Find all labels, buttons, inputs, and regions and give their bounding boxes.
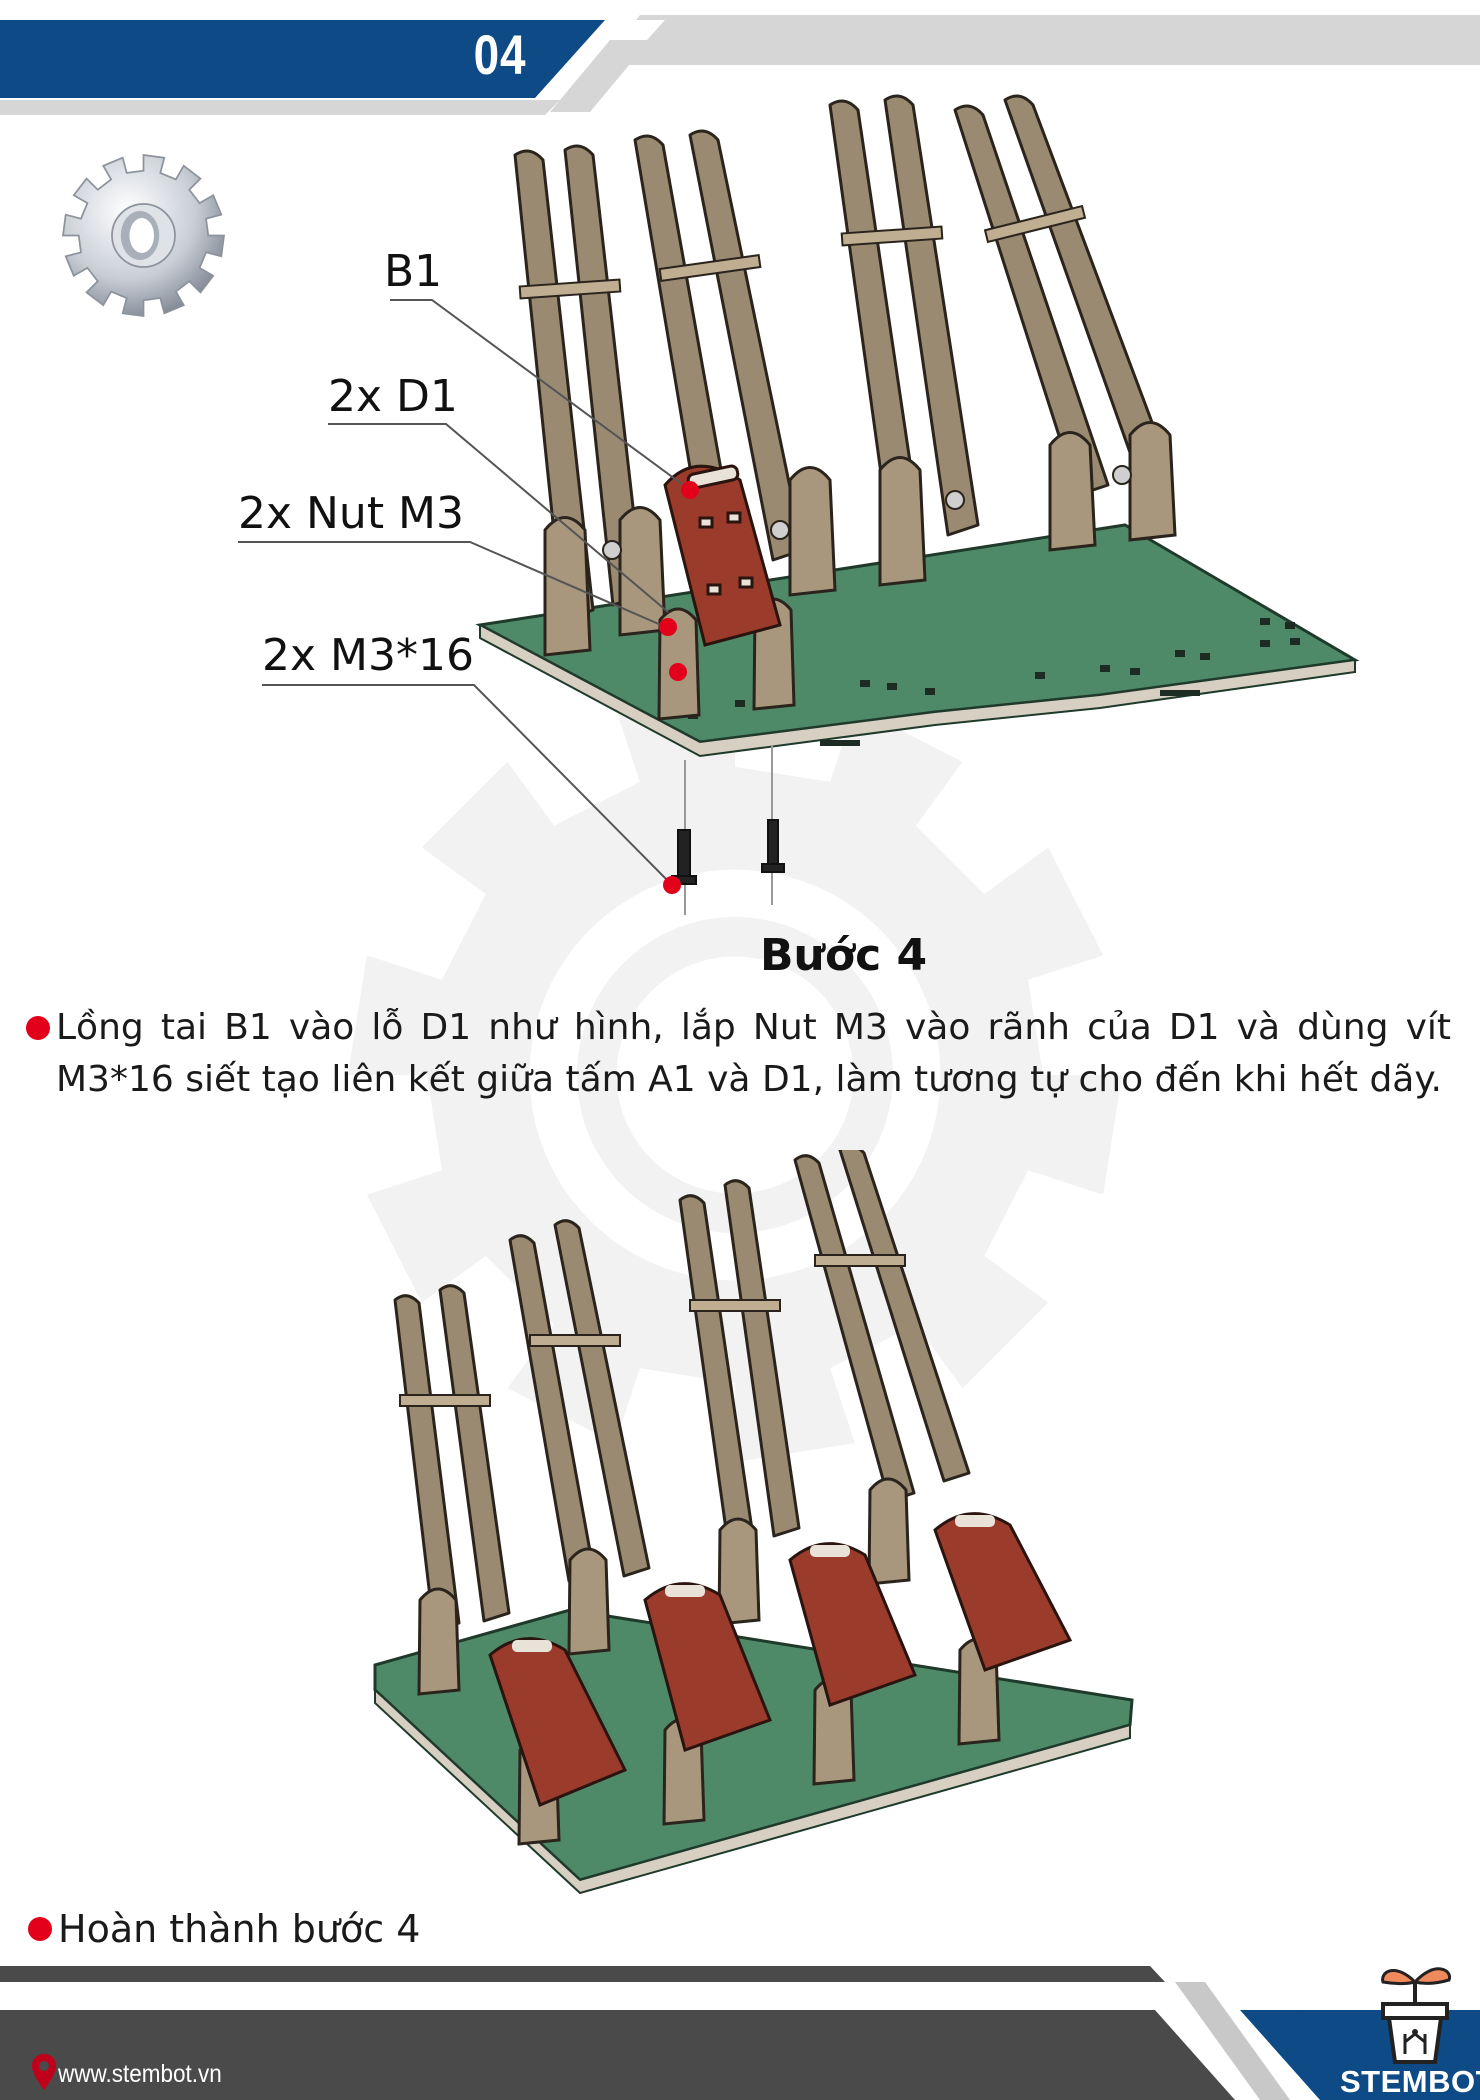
location-pin-icon	[32, 2054, 56, 2090]
b1-plate	[663, 464, 782, 647]
instruction-text: Lồng tai B1 vào lỗ D1 như hình, lắp Nut …	[56, 1007, 1451, 1100]
gear-icon	[62, 154, 225, 317]
step-title: Bước 4	[760, 930, 928, 981]
completion-text: Hoàn thành bước 4	[58, 1907, 421, 1951]
callout-nut-m3: 2x Nut M3	[238, 488, 465, 539]
website-link[interactable]: www.stembot.vn	[58, 2060, 222, 2088]
watermark-gear-icon	[347, 687, 1123, 1463]
callout-d1: 2x D1	[328, 371, 458, 422]
step-number: 04	[473, 23, 527, 86]
m3-screws	[671, 745, 785, 915]
bullet-marker	[28, 1917, 52, 1941]
callout-b1: B1	[384, 246, 443, 297]
callout-screw-m3x16: 2x M3*16	[262, 630, 474, 681]
footer-band	[0, 1966, 1480, 2100]
bullet-marker	[26, 1016, 50, 1040]
completed-assembly-diagram	[373, 1150, 1134, 1895]
plant-pot-logo-icon	[1381, 1967, 1451, 2064]
assembly-diagram-step4	[238, 94, 1360, 915]
brand-name: STEMBOT	[1340, 2064, 1480, 2099]
header-band	[0, 15, 1480, 115]
